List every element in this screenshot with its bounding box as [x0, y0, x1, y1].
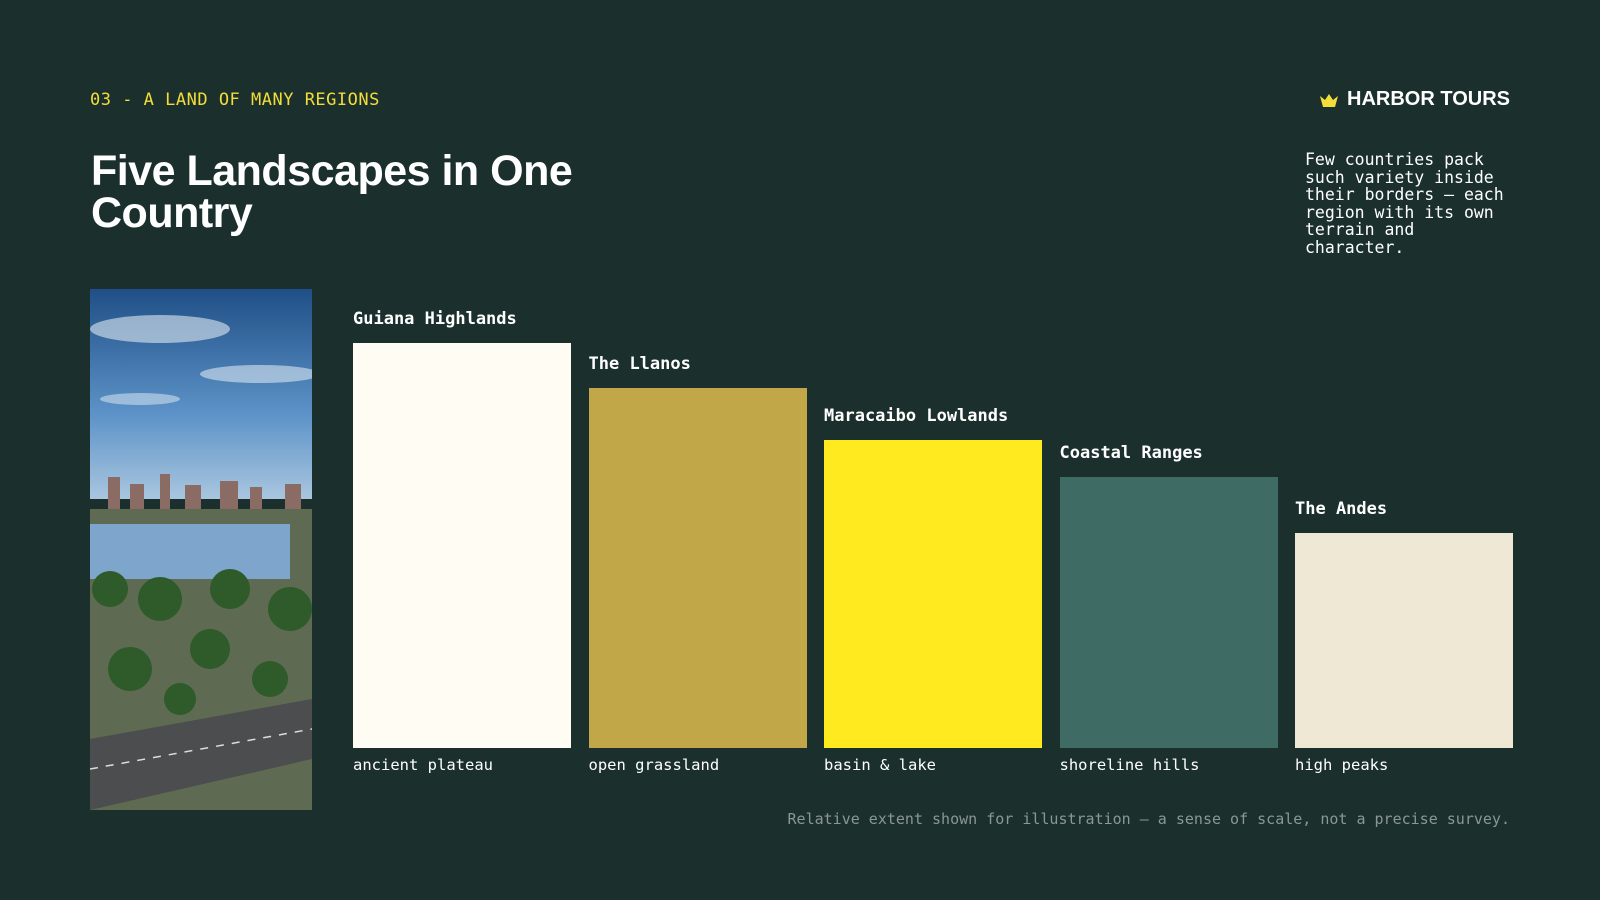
brand-icon	[1320, 93, 1339, 107]
region-bar	[824, 440, 1042, 748]
region-note: open grassland	[588, 756, 720, 774]
region-name: Coastal Ranges	[1059, 442, 1203, 463]
region-name: The Andes	[1295, 499, 1388, 520]
region-bar	[588, 387, 807, 748]
brand-name: HARBOR TOURS	[1347, 88, 1510, 110]
region-bar	[1295, 533, 1513, 748]
region-note: shoreline hills	[1059, 756, 1200, 774]
region-note: high peaks	[1295, 756, 1389, 774]
title: Five Landscapes in One Country	[91, 147, 573, 237]
description: Few countries pack such variety inside t…	[1305, 150, 1504, 257]
brand: HARBOR TOURS	[1319, 88, 1510, 111]
region-name: The Llanos	[588, 353, 691, 374]
region-note: ancient plateau	[353, 756, 493, 774]
region-name: Maracaibo Lowlands	[824, 406, 1009, 427]
region-bar	[1059, 476, 1278, 748]
city-photo	[90, 289, 312, 810]
region-name: Guiana Highlands	[353, 309, 517, 329]
footnote: Relative extent shown for illustration —…	[787, 810, 1510, 828]
region-bar	[353, 343, 571, 748]
region-note: basin & lake	[824, 756, 936, 774]
eyebrow: 03 - A LAND OF MANY REGIONS	[90, 90, 380, 110]
